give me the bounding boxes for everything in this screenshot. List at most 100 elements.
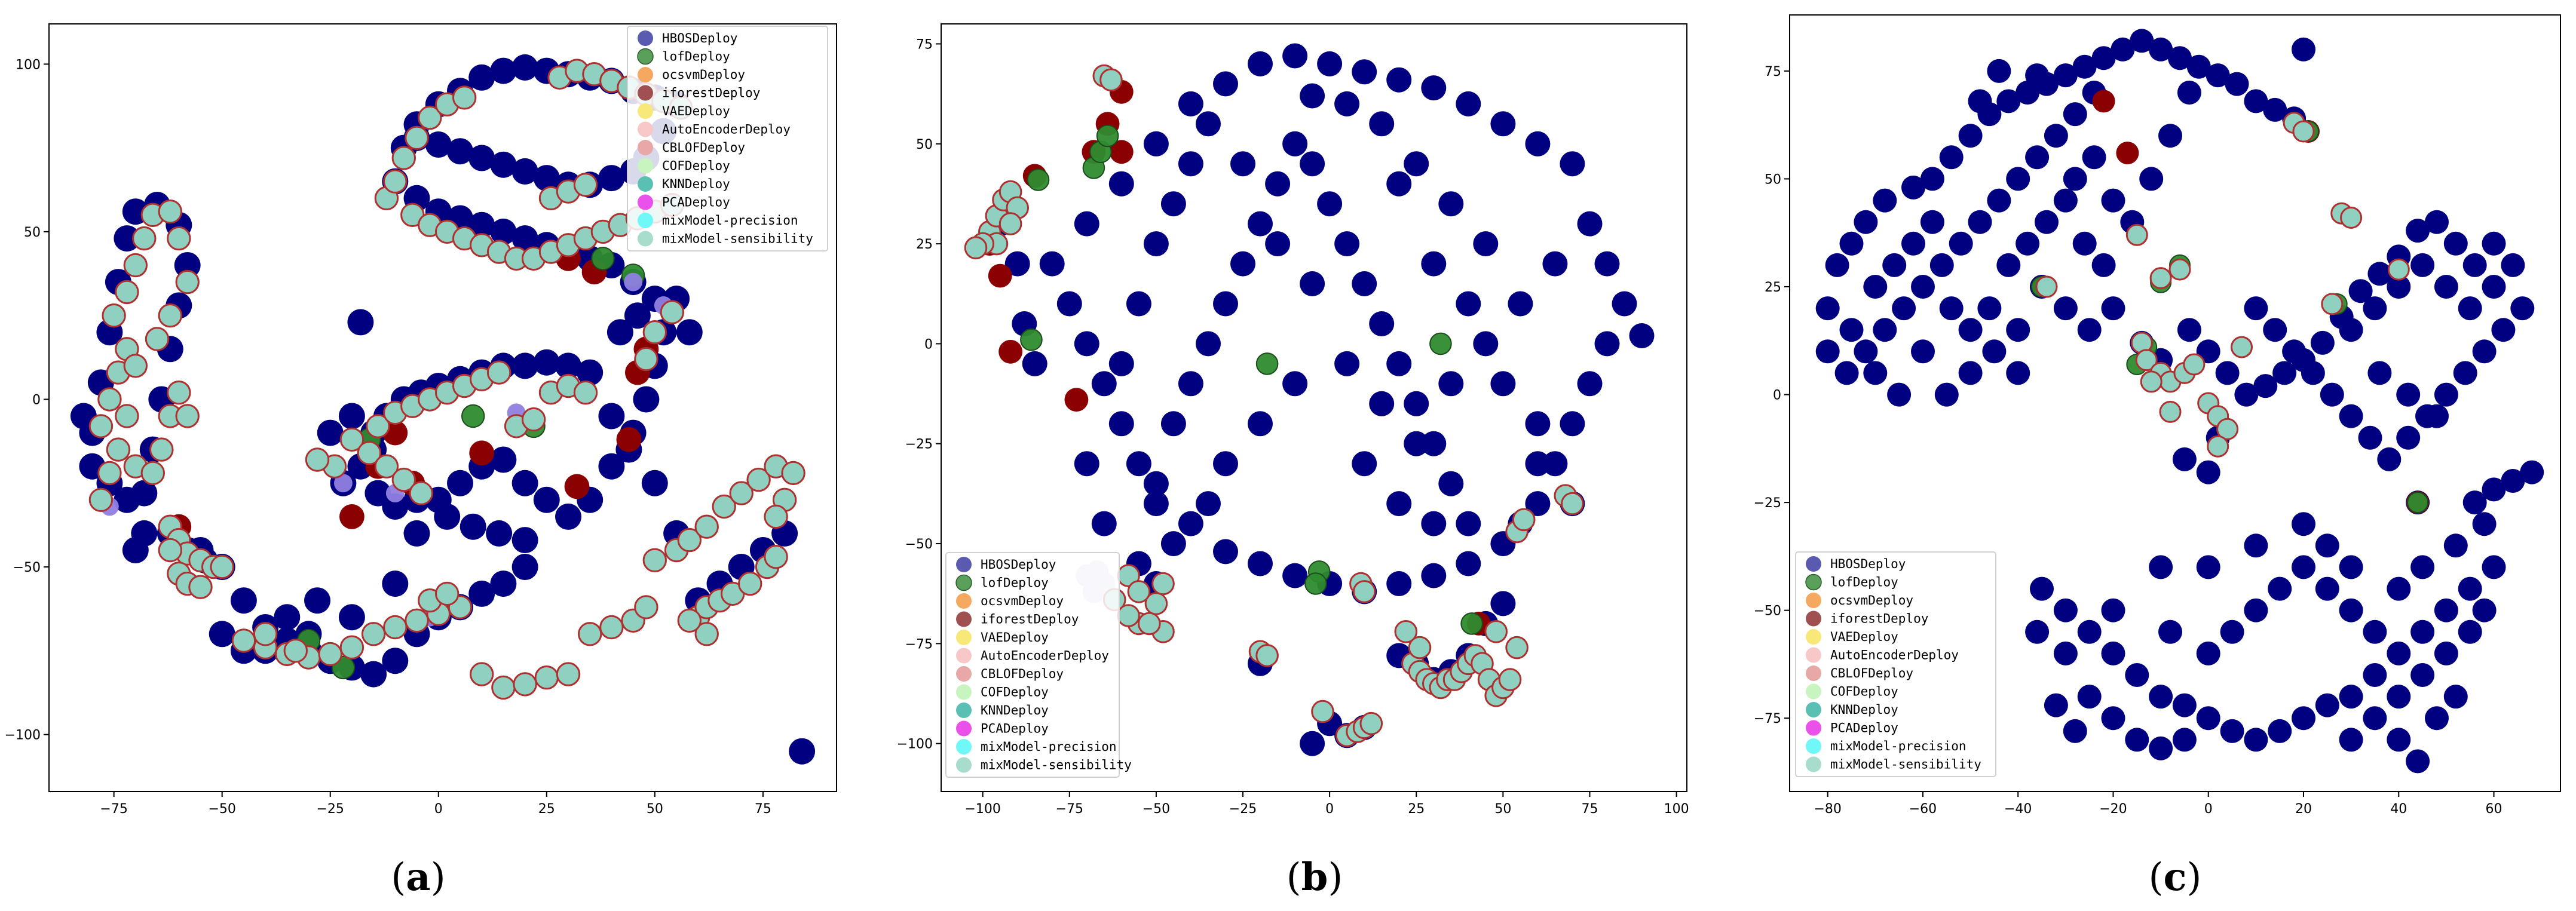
hbos-point — [2363, 619, 2387, 644]
hbos-point — [1213, 451, 1238, 477]
hbos-point — [555, 503, 581, 530]
hbos-point — [2315, 533, 2339, 558]
hbos-point — [1958, 124, 1983, 148]
mix-point — [2140, 370, 2163, 393]
hbos-point — [1265, 171, 1291, 197]
hbos-point — [2443, 533, 2468, 558]
hbos-point — [2139, 167, 2164, 191]
x-tick-label: 75 — [1581, 802, 1598, 817]
x-tick-label: −100 — [964, 802, 1000, 817]
mix-point — [746, 467, 771, 492]
legend-marker — [956, 720, 972, 737]
hbos-point — [274, 604, 301, 631]
hbos-point — [1421, 511, 1447, 536]
hbos-point — [2482, 231, 2506, 256]
hbos-point — [1143, 471, 1169, 496]
hbos-point — [1334, 91, 1360, 116]
hbos-point — [1196, 331, 1221, 357]
hbos-point — [1968, 89, 1992, 114]
iforest-point — [564, 474, 590, 499]
hbos-point — [1438, 371, 1464, 397]
mix-point — [132, 226, 157, 251]
y-tick-label: 50 — [916, 137, 933, 152]
hbos-point — [1282, 371, 1308, 397]
x-tick-label: 50 — [1494, 802, 1511, 817]
hbos-point — [1987, 59, 2011, 83]
legend-marker — [956, 666, 972, 682]
legend: HBOSDeploy lofDeploy ocsvmDeploy iforestDep… — [945, 552, 1132, 778]
hbos-point — [2149, 555, 2173, 579]
hbos-point — [511, 527, 538, 554]
hbos-point — [1213, 539, 1238, 565]
hbos-point — [1473, 331, 1499, 357]
legend-marker — [1806, 611, 1821, 627]
mix-point — [964, 236, 988, 260]
hbos-point — [2472, 339, 2497, 364]
mix-point — [764, 545, 788, 569]
mix-point — [452, 85, 477, 110]
hbos-point — [1815, 296, 1840, 321]
x-tick-label: 0 — [1325, 802, 1334, 817]
hbos-point — [2443, 231, 2468, 256]
mix-point — [88, 487, 114, 512]
legend-marker — [638, 194, 653, 210]
hbos-point — [1958, 361, 1983, 385]
hbos-point — [2263, 318, 2287, 342]
hbos-point — [2206, 63, 2230, 88]
hbos-point — [1577, 211, 1603, 237]
hbos-point — [2244, 89, 2268, 114]
hbos-point — [2149, 685, 2173, 709]
hbos-point — [114, 225, 140, 252]
legend-entry-label: KNNDeploy — [981, 703, 1049, 717]
hbos-point — [2149, 37, 2173, 62]
hbos-point — [1039, 251, 1065, 277]
hbos-point — [2501, 253, 2525, 277]
hbos-point — [2348, 279, 2373, 303]
lof-point — [1096, 124, 1119, 148]
hbos-point — [2396, 425, 2421, 450]
hbos-point — [1160, 411, 1186, 437]
mix-point — [145, 327, 170, 351]
hbos-point — [2434, 598, 2458, 622]
hbos-point — [2458, 619, 2482, 644]
mix-point — [418, 105, 442, 130]
hbos-point — [2482, 275, 2506, 299]
hbos-point — [1456, 551, 1481, 576]
x-tick-label: −25 — [1229, 802, 1257, 817]
mix-point — [764, 504, 788, 529]
hbos-point — [1248, 211, 1273, 237]
hbos-point — [1300, 151, 1325, 177]
legend-entry-label: AutoEncoderDeploy — [1830, 648, 1959, 662]
hbos-point — [490, 570, 517, 597]
hbos-point — [1248, 51, 1273, 76]
hbos-point — [1490, 371, 1516, 397]
mix-point — [634, 346, 658, 372]
hbos-point — [607, 319, 633, 346]
axes-frame — [48, 23, 837, 792]
legend-marker — [637, 48, 654, 65]
hbos-point — [1629, 323, 1655, 348]
hbos-point — [511, 54, 538, 81]
hbos-point — [1508, 291, 1533, 317]
hbos-point — [1178, 511, 1203, 536]
legend-entry-label: HBOSDeploy — [1830, 557, 1906, 571]
hbos-point — [2006, 361, 2030, 385]
hbos-point — [2030, 576, 2054, 601]
hbos-point — [2177, 318, 2201, 342]
hbos-point — [598, 403, 625, 430]
mix-point — [1408, 636, 1432, 660]
hbos-point — [2196, 555, 2220, 579]
hbos-point — [1334, 351, 1360, 376]
hbos-point — [1334, 231, 1360, 257]
hbos-point — [2168, 46, 2192, 70]
mix-point — [556, 662, 581, 686]
hbos-point — [2387, 685, 2411, 709]
mix-point — [1127, 580, 1151, 603]
legend-entry-label: lofDeploy — [662, 50, 730, 64]
hbos-point — [382, 570, 409, 597]
hbos-point — [2339, 598, 2363, 622]
mix-point — [729, 481, 753, 505]
mix-point — [175, 269, 200, 295]
hbos-point — [2101, 706, 2125, 731]
legend-marker — [1805, 573, 1822, 591]
